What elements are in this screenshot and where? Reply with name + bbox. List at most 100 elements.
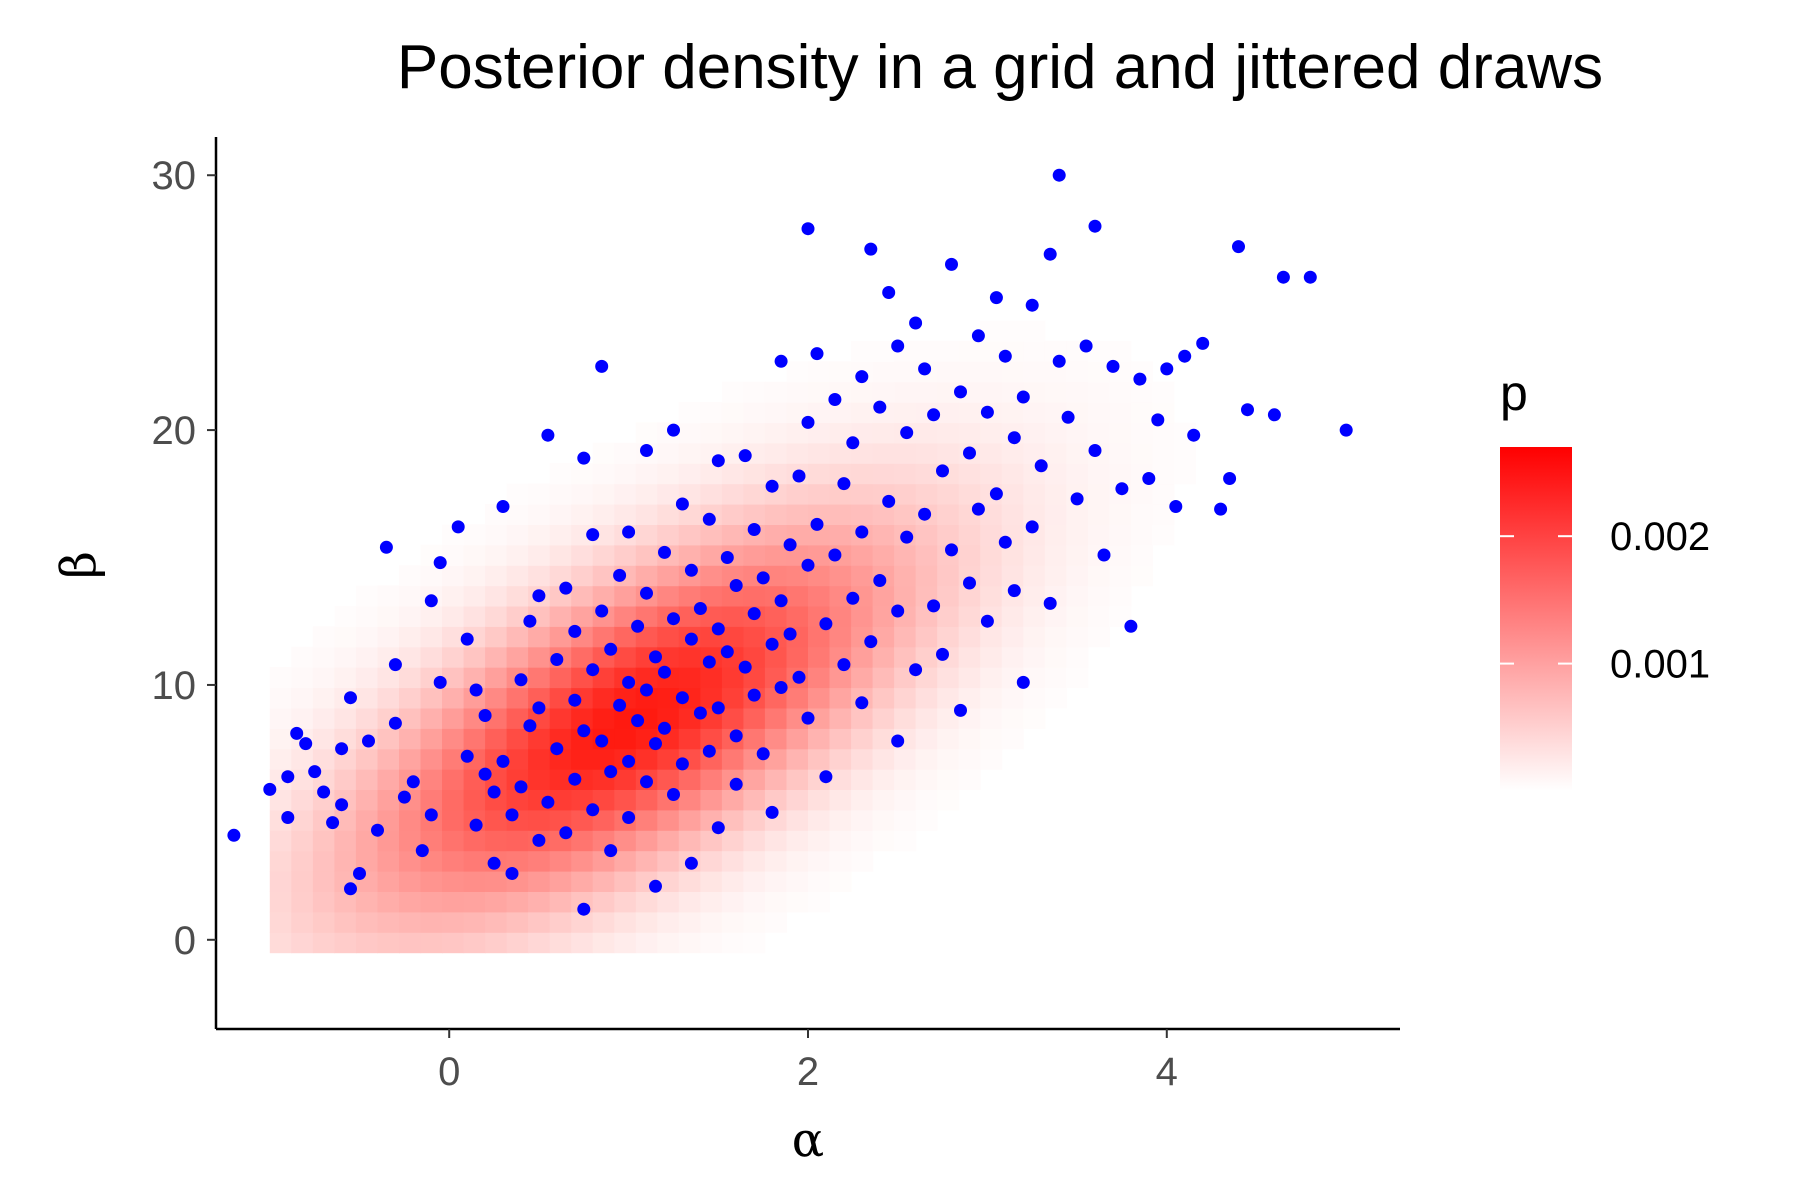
scatter-point — [299, 737, 313, 751]
density-cell — [1023, 687, 1046, 709]
density-cell — [786, 483, 809, 505]
density-cell — [743, 463, 766, 485]
scatter-point — [433, 556, 447, 570]
density-cell — [571, 544, 594, 566]
scatter-point — [989, 291, 1003, 305]
density-cell — [743, 585, 766, 607]
scatter-point — [998, 349, 1012, 363]
density-cell — [420, 911, 443, 933]
scatter-point — [801, 558, 815, 572]
density-cell — [549, 463, 572, 485]
scatter-point — [1214, 502, 1228, 516]
density-cell — [399, 748, 422, 770]
density-cell — [399, 911, 422, 933]
density-cell — [764, 769, 787, 790]
density-cell — [549, 911, 572, 933]
density-cell — [958, 402, 981, 424]
scatter-point — [622, 811, 636, 824]
scatter-point — [971, 329, 985, 343]
density-cell — [334, 809, 357, 831]
density-cell — [442, 769, 465, 790]
density-cell — [334, 850, 357, 872]
density-cell — [915, 544, 938, 566]
scatter-point — [783, 627, 797, 641]
density-cell — [915, 442, 938, 464]
scatter-point — [1025, 520, 1039, 534]
scatter-point — [945, 543, 958, 557]
density-cell — [506, 626, 529, 648]
density-cell — [915, 463, 938, 485]
scatter-point — [1016, 390, 1030, 404]
density-cell — [377, 687, 400, 709]
density-cell — [485, 626, 508, 648]
density-cell — [721, 932, 744, 954]
density-cell — [420, 605, 443, 627]
scatter-point — [424, 808, 438, 822]
density-cell — [657, 442, 680, 464]
scatter-point — [720, 551, 734, 564]
scatter-point — [577, 451, 591, 465]
density-cell — [1044, 524, 1067, 546]
density-cell — [1109, 504, 1132, 525]
density-cell — [872, 442, 895, 464]
density-cell — [915, 809, 938, 831]
density-cell — [549, 707, 572, 729]
density-cell — [614, 626, 637, 648]
density-cell — [592, 871, 615, 892]
density-cell — [334, 891, 357, 913]
scatter-point — [989, 487, 1003, 501]
density-cell — [1044, 605, 1067, 627]
density-cell — [485, 809, 508, 831]
density-cell — [506, 565, 529, 587]
density-cell — [571, 789, 594, 811]
density-cell — [1001, 320, 1024, 342]
scatter-point — [604, 765, 618, 779]
density-cell — [291, 789, 314, 811]
density-cell — [764, 891, 787, 913]
density-cell — [872, 809, 895, 831]
density-cell — [549, 483, 572, 505]
scatter-point — [873, 400, 887, 414]
density-cell — [334, 667, 357, 689]
density-cell — [334, 707, 357, 729]
density-cell — [743, 789, 766, 811]
density-cell — [764, 544, 787, 566]
density-cell — [1023, 565, 1046, 587]
scatter-point — [864, 635, 878, 649]
density-cell — [1066, 381, 1089, 403]
scatter-point — [290, 726, 304, 740]
density-cell — [937, 361, 960, 383]
density-cell — [958, 544, 981, 566]
density-cell — [829, 667, 852, 689]
density-cell — [592, 565, 615, 587]
scatter-point — [765, 805, 779, 819]
density-cell — [829, 809, 852, 831]
density-cell — [291, 809, 314, 831]
density-cell — [915, 381, 938, 403]
density-cell — [377, 748, 400, 770]
density-cell — [571, 585, 594, 607]
density-cell — [1152, 442, 1175, 464]
density-cell — [851, 504, 874, 525]
density-cell — [851, 605, 874, 627]
scatter-point — [604, 642, 618, 656]
density-cell — [635, 850, 658, 872]
density-cell — [485, 687, 508, 709]
scatter-point — [433, 675, 447, 689]
density-cell — [1044, 483, 1067, 505]
scatter-point — [335, 798, 349, 812]
density-cell — [1152, 463, 1175, 485]
scatter-point — [909, 663, 923, 677]
scatter-point — [882, 286, 896, 299]
density-cell — [894, 544, 917, 566]
scatter-point — [1178, 349, 1192, 363]
density-cell — [528, 667, 551, 689]
density-cell — [1130, 422, 1153, 444]
density-cell — [700, 463, 723, 485]
scatter-point — [1034, 459, 1048, 473]
scatter-point — [344, 691, 357, 705]
scatter-point — [846, 436, 860, 450]
scatter-point — [792, 469, 806, 483]
density-cell — [485, 646, 508, 668]
scatter-point — [388, 716, 402, 730]
